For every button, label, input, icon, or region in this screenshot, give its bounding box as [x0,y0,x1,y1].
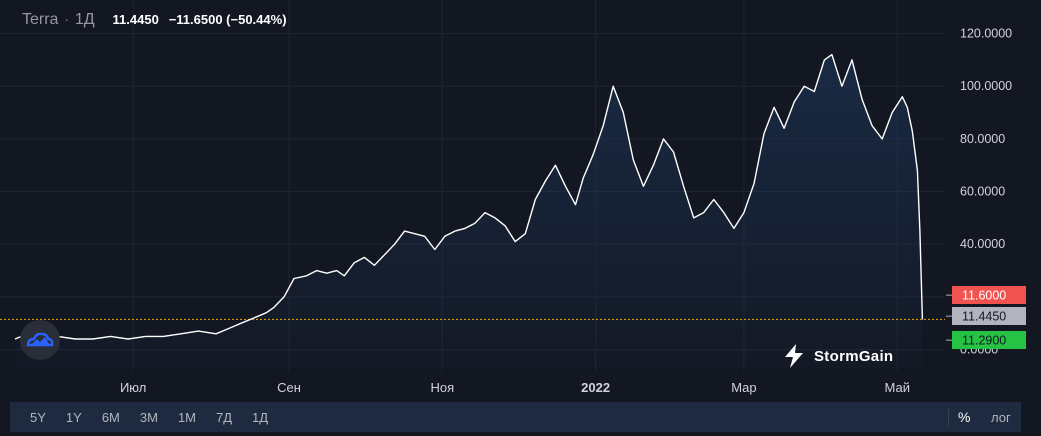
bottom-toolbar: 5Y 1Y 6M 3M 1M 7Д 1Д % лог [10,402,1021,432]
range-button-0[interactable]: 5Y [30,409,46,425]
symbol-name[interactable]: Terra [22,11,59,28]
y-tick-label-2: 80.0000 [960,132,1005,146]
percent-scale-button[interactable]: % [958,409,971,425]
stormgain-logo-icon [785,344,803,368]
y-tick-label-4: 40.0000 [960,237,1005,251]
log-scale-button[interactable]: лог [991,410,1011,425]
high-price-label-bg [952,286,1026,304]
low-price-label-bg [952,331,1026,349]
x-tick-label-5: Май [885,380,910,395]
range-button-4[interactable]: 1M [177,409,196,425]
tradingview-logo-icon[interactable] [20,320,60,360]
high-price-label: 11.6000 [962,289,1006,303]
price-tick-0 [946,294,952,296]
x-tick-label-0: Июл [120,380,146,395]
toolbar-divider [948,409,949,426]
range-buttons: 5Y 1Y 6M 3M 1M 7Д 1Д [30,402,288,432]
price-tick-2 [946,339,952,341]
last-value: 11.4450 [112,12,159,27]
stormgain-brand: StormGain [782,343,893,369]
price-tick-1 [946,315,952,317]
series-line[interactable] [14,53,924,340]
y-tick-label-3: 60.0000 [960,185,1005,199]
range-button-5[interactable]: 7Д [216,409,233,425]
brand-name: StormGain [814,347,894,365]
x-tick-label-2: Ноя [430,380,454,395]
price-chart[interactable]: 120.0000100.000080.000060.000040.00000.0… [0,0,1041,402]
range-button-1[interactable]: 1Y [65,409,82,425]
current-price-label-bg [952,307,1026,325]
x-tick-label-4: Мар [731,380,756,395]
chart-header: Terra · 1Д 11.4450 −11.6500 (−50.44%) [22,11,287,29]
x-tick-label-3: 2022 [581,380,610,395]
series-area [15,54,923,368]
current-price-label: 11.4450 [962,310,1006,324]
range-button-3[interactable]: 3M [139,409,158,425]
interval-label[interactable]: 1Д [74,11,95,28]
y-tick-label-0: 120.0000 [960,27,1012,41]
low-price-label: 11.2900 [962,334,1006,348]
x-tick-label-1: Сен [277,380,301,395]
range-button-2[interactable]: 6M [101,409,120,425]
price-change: −11.6500 (−50.44%) [168,12,287,27]
y-tick-label-1: 100.0000 [960,79,1012,93]
range-button-6[interactable]: 1Д [252,409,269,425]
header-separator: · [64,11,70,27]
